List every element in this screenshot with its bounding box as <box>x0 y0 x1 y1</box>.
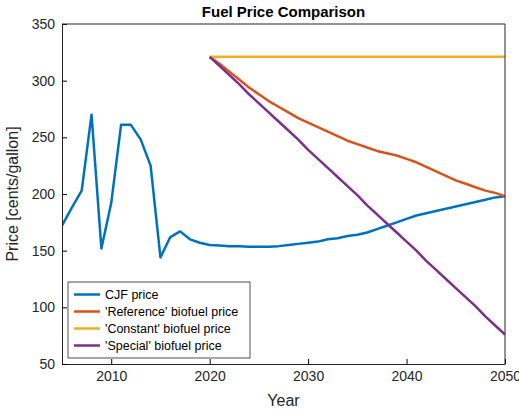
x-tick-label: 2020 <box>195 368 226 384</box>
y-tick: 150 <box>32 243 67 259</box>
y-tick-label: 250 <box>32 129 56 145</box>
legend-swatch <box>74 310 100 313</box>
plot-background <box>62 24 505 364</box>
title: Fuel Price Comparison <box>202 3 365 20</box>
y-tick-label: 350 <box>32 16 56 32</box>
y-tick-mark <box>62 137 67 138</box>
x-tick-mark <box>407 359 408 364</box>
x-tick-label: 2050 <box>490 368 519 384</box>
y-axis-title: Price [cents/gallon] <box>4 126 21 261</box>
x-tick-label: 2010 <box>96 368 127 384</box>
frame <box>505 24 506 364</box>
x-tick: 2030 <box>293 359 324 384</box>
y-tick: 200 <box>32 186 67 202</box>
series-line <box>210 57 505 196</box>
y-tick: 100 <box>32 299 67 315</box>
x-tick: 2050 <box>490 359 519 384</box>
y-tick-mark <box>62 251 67 252</box>
y-tick-mark <box>62 81 67 82</box>
legend: CJF price 'Reference' biofuel price 'Const… <box>68 282 250 358</box>
y-tick: 50 <box>39 356 67 372</box>
legend-swatch <box>74 327 100 330</box>
y-axis: 50 100 150 200 250 300 350 <box>32 16 67 372</box>
legend-swatch <box>74 293 100 296</box>
series-line <box>62 115 505 258</box>
x-tick-mark <box>210 359 211 364</box>
y-tick-label: 50 <box>39 356 55 372</box>
x-tick-label: 2040 <box>391 368 422 384</box>
series-lines <box>62 57 505 335</box>
y-tick-mark <box>62 364 67 365</box>
x-tick: 2040 <box>391 359 422 384</box>
y-tick-label: 100 <box>32 299 56 315</box>
x-axis: 2010 2020 2030 2040 2050 <box>63 359 519 384</box>
legend-swatch <box>74 344 100 347</box>
chart: 2010 2020 2030 2040 2050 50 100 150 200 250 300 350… <box>0 0 519 414</box>
series-line <box>210 57 505 335</box>
y-tick-label: 300 <box>32 73 56 89</box>
y-tick-mark <box>62 194 67 195</box>
plot: 2010 2020 2030 2040 2050 50 100 150 200 250 300 350… <box>32 16 519 384</box>
y-tick-mark <box>62 307 67 308</box>
y-tick: 350 <box>32 16 67 32</box>
x-axis-title: Year <box>267 392 300 409</box>
frame <box>62 24 505 25</box>
x-tick-mark <box>111 359 112 364</box>
legend-label: 'Special' biofuel price <box>105 339 222 353</box>
x-tick-mark <box>308 359 309 364</box>
legend-label: CJF price <box>105 288 159 302</box>
x-tick: 2020 <box>195 359 226 384</box>
legend-label: 'Reference' biofuel price <box>105 305 238 319</box>
y-tick-label: 150 <box>32 243 56 259</box>
x-axis-line <box>63 364 506 365</box>
y-tick: 250 <box>32 129 67 145</box>
y-tick-label: 200 <box>32 186 56 202</box>
legend-box <box>68 282 250 358</box>
series-line <box>210 56 505 59</box>
legend-label: 'Constant' biofuel price <box>105 322 231 336</box>
x-tick: 2010 <box>96 359 127 384</box>
y-tick: 300 <box>32 73 67 89</box>
x-tick-label: 2030 <box>293 368 324 384</box>
